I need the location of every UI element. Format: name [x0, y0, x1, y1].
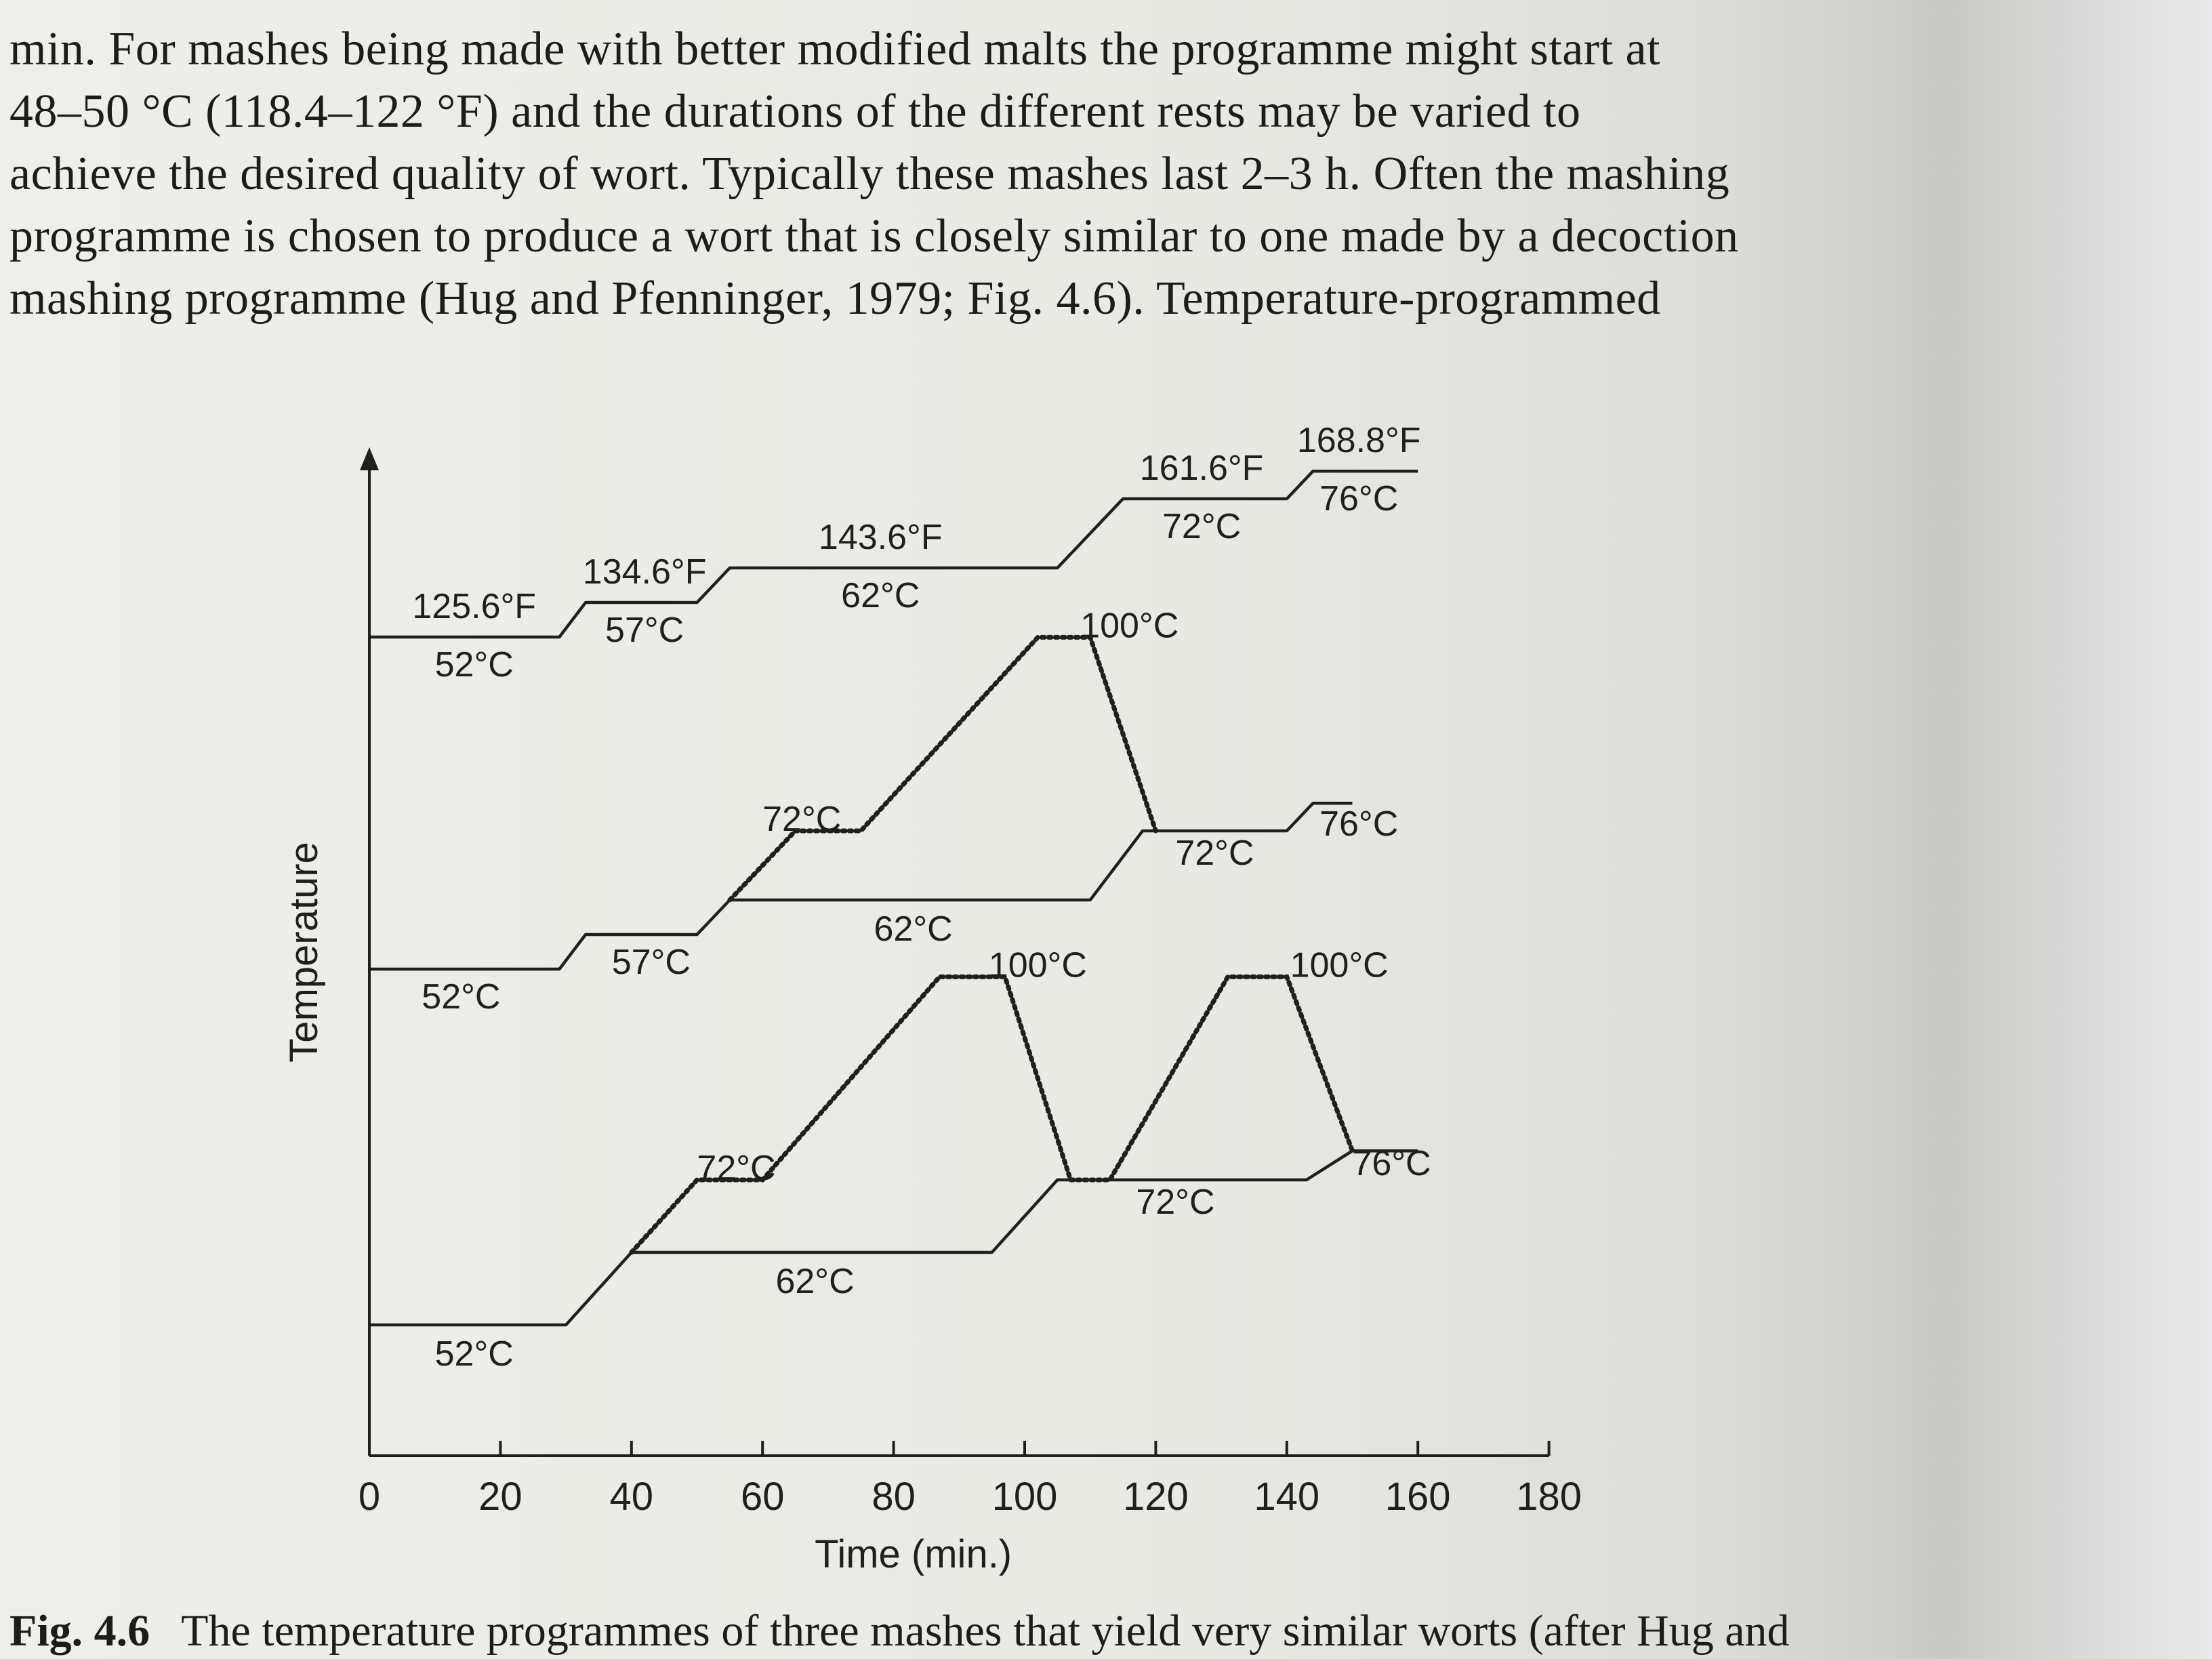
- x-tick-label: 120: [1123, 1475, 1189, 1519]
- mash-1-label: 62°C: [841, 576, 920, 615]
- mash-1-label: 143.6°F: [819, 518, 943, 557]
- mash-1-label: 57°C: [605, 611, 684, 650]
- mash-1-label: 76°C: [1319, 479, 1398, 518]
- y-axis-title: Temperature: [282, 842, 326, 1063]
- mash-1-label: 52°C: [435, 645, 514, 684]
- body-line-2: 48–50 °C (118.4–122 °F) and the duration…: [9, 85, 1581, 138]
- mash-1-solid-line: [369, 469, 1418, 639]
- x-tick-label: 60: [741, 1475, 785, 1519]
- mash-3-label: 72°C: [1136, 1183, 1214, 1222]
- caption-label: Fig. 4.6: [9, 1606, 150, 1656]
- x-tick-label: 0: [359, 1475, 380, 1519]
- body-line-3: achieve the desired quality of wort. Typ…: [9, 148, 1730, 200]
- x-tick-label: 20: [478, 1475, 523, 1519]
- mash-3-label: 62°C: [775, 1262, 854, 1301]
- mash-2-solid-line: [369, 801, 1353, 971]
- y-axis-arrow: [360, 447, 379, 470]
- x-tick-label: 140: [1254, 1475, 1319, 1519]
- mash-3-label: 52°C: [435, 1334, 514, 1374]
- mash-3-label: 100°C: [989, 945, 1087, 985]
- mash-2-label: 57°C: [612, 943, 691, 982]
- mash-1-label: 72°C: [1162, 507, 1241, 546]
- body-line-4: programme is chosen to produce a wort th…: [9, 210, 1739, 262]
- x-axis-title: Time (min.): [815, 1532, 1012, 1576]
- chart-axes: 0 20 40 60 80 100 120 140 160 180 Time (min.) Tempe…: [282, 447, 1582, 1576]
- mash-2-label: 76°C: [1319, 804, 1398, 844]
- mash-3-solid-line: [369, 1149, 1418, 1327]
- body-line-5: mashing programme (Hug and Pfenninger, 1…: [9, 272, 1661, 325]
- body-line-1: min. For mashes being made with better m…: [9, 23, 1661, 75]
- mash-1-label: 161.6°F: [1140, 449, 1264, 488]
- caption-text: The temperature programmes of three mash…: [181, 1606, 1790, 1656]
- mash-3-label: 72°C: [697, 1149, 775, 1188]
- chart-series: [369, 469, 1418, 1327]
- mash-3-label: 76°C: [1352, 1144, 1431, 1183]
- chart-labels: 125.6°F 52°C 134.6°F 57°C 143.6°F 62°C 161.6°F…: [412, 421, 1431, 1374]
- x-tick-label: 40: [610, 1475, 654, 1519]
- figure-caption: Fig. 4.6 The temperature programmes of th…: [9, 1607, 1789, 1655]
- x-tick-label: 180: [1516, 1475, 1582, 1519]
- mash-2-label: 62°C: [874, 909, 953, 949]
- mash-2-label: 72°C: [762, 800, 841, 839]
- mash-3-label: 100°C: [1290, 945, 1389, 985]
- x-tick-label: 80: [872, 1475, 916, 1519]
- x-tick-label: 160: [1385, 1475, 1451, 1519]
- mash-3-decoction-dotted-line: [629, 974, 1355, 1255]
- mash-1-label: 134.6°F: [583, 552, 707, 592]
- mash-2-label: 100°C: [1080, 606, 1179, 645]
- mash-2-label: 72°C: [1175, 834, 1254, 873]
- mash-2-label: 52°C: [422, 977, 500, 1017]
- x-tick-label: 100: [992, 1475, 1058, 1519]
- mash-1-label: 125.6°F: [412, 587, 536, 626]
- mash-2-decoction-dotted-line: [727, 634, 1158, 903]
- mash-1-label: 168.8°F: [1297, 421, 1421, 460]
